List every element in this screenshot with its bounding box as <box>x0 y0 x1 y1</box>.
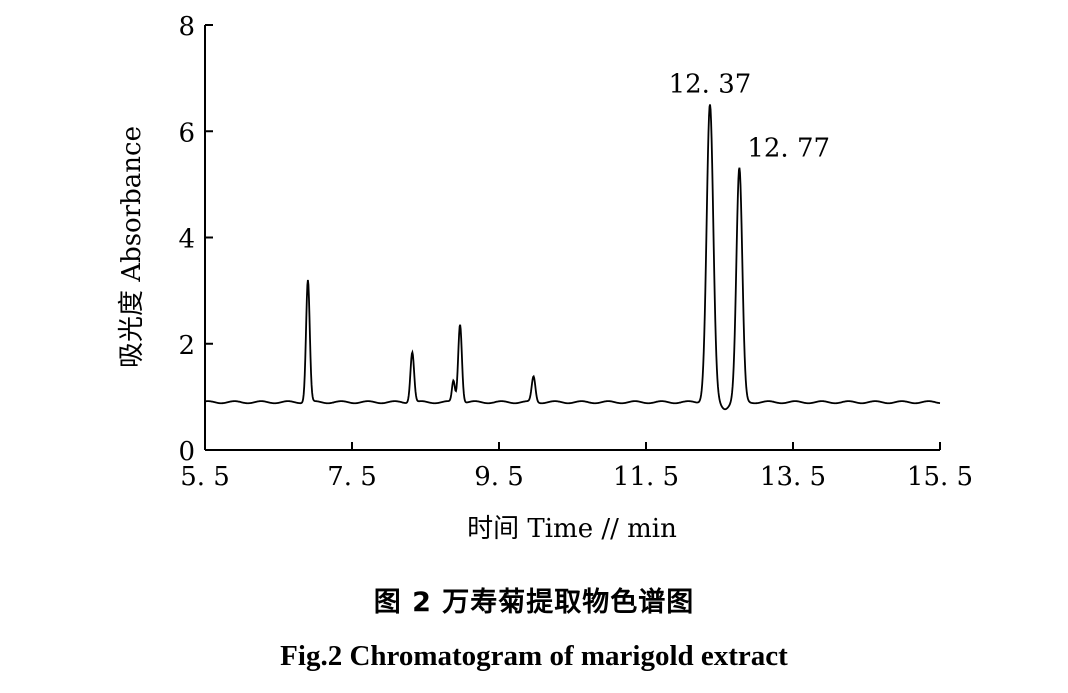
chromatogram-line <box>204 104 941 411</box>
y-tick-label: 0 <box>178 437 195 467</box>
y-tick-label: 2 <box>178 331 195 361</box>
x-tick-label: 13. 5 <box>760 462 826 492</box>
peak-annotations: 12. 37 12. 77 <box>669 70 830 164</box>
x-axis-label: 时间 Time // min <box>467 514 677 544</box>
figure-caption-chinese: 图 2 万寿菊提取物色谱图 <box>373 587 695 618</box>
x-tick-label: 7. 5 <box>327 462 377 492</box>
y-tick-label: 8 <box>178 12 195 42</box>
y-tick-label: 6 <box>178 118 195 148</box>
peak-label: 12. 77 <box>747 133 830 163</box>
y-axis-label: 吸光度 Absorbance <box>117 126 147 368</box>
x-tick-label: 9. 5 <box>474 462 524 492</box>
y-tick-label: 4 <box>178 225 195 255</box>
x-axis-ticks: 5. 5 7. 5 9. 5 11. 5 13. 5 15. 5 <box>180 442 973 492</box>
x-tick-label: 5. 5 <box>180 462 230 492</box>
x-tick-label: 11. 5 <box>613 462 679 492</box>
y-axis-ticks: 0 2 4 6 8 <box>178 12 213 467</box>
chart-axes <box>204 25 940 451</box>
figure-caption-english: Fig.2 Chromatogram of marigold extract <box>280 640 788 672</box>
x-tick-label: 15. 5 <box>907 462 973 492</box>
peak-label: 12. 37 <box>669 70 752 100</box>
